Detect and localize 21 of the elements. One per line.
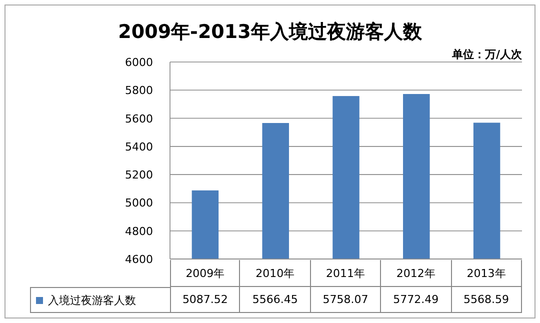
legend-label: 入境过夜游客人数 <box>48 292 136 308</box>
x-tick-label: 2013年 <box>466 266 506 280</box>
data-label: 5568.59 <box>464 293 510 306</box>
x-tick-label: 2010年 <box>256 266 295 280</box>
y-tick-label: 5800 <box>125 84 153 98</box>
data-label: 5758.07 <box>322 293 368 306</box>
y-tick-label: 4600 <box>125 253 153 266</box>
x-tick-label: 2009年 <box>186 266 225 280</box>
x-tick-label: 2011年 <box>326 266 365 280</box>
chart-title: 2009年-2013年入境过夜游客人数 <box>118 21 423 43</box>
y-tick-label: 5400 <box>125 140 153 154</box>
y-tick-label: 5600 <box>125 112 153 126</box>
data-label: 5772.49 <box>393 293 439 306</box>
chart-subtitle: 单位：万/人次 <box>450 48 523 61</box>
y-tick-label: 5200 <box>125 168 153 182</box>
y-tick-label: 6000 <box>125 56 153 69</box>
data-label: 5566.45 <box>252 293 298 306</box>
y-tick-label: 5000 <box>125 196 153 210</box>
data-label: 5087.52 <box>182 293 228 306</box>
y-tick-label: 4800 <box>125 224 153 238</box>
x-tick-label: 2012年 <box>396 266 436 280</box>
